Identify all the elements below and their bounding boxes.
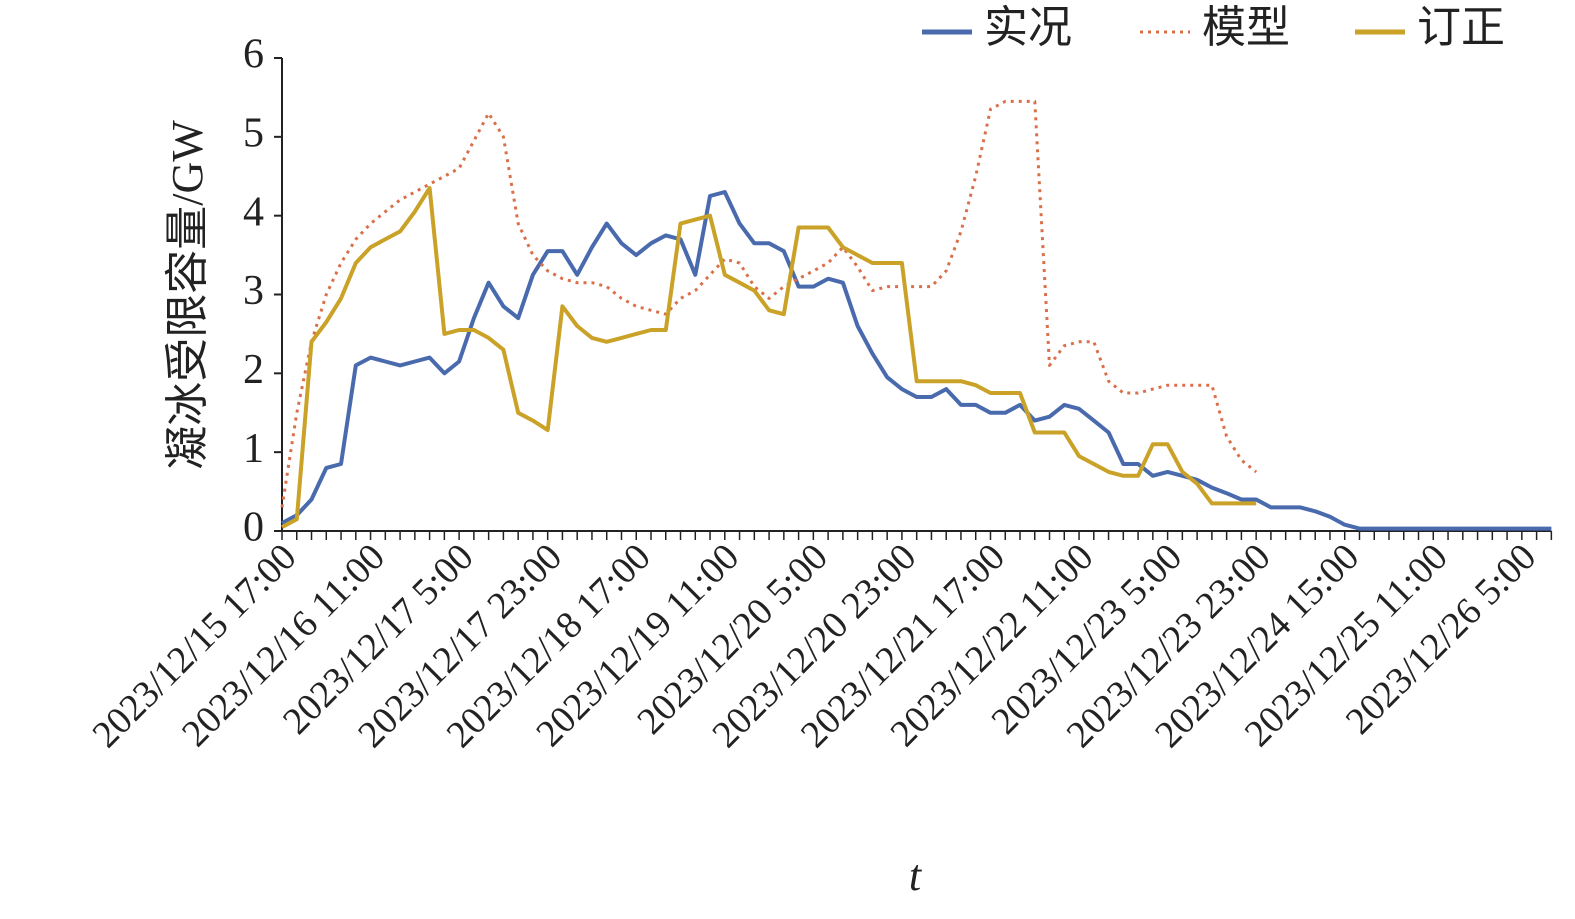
y-tick-label: 0 xyxy=(243,505,264,551)
y-tick-label: 3 xyxy=(243,268,264,314)
y-tick-label: 6 xyxy=(243,32,264,78)
y-tick-label: 4 xyxy=(243,189,264,235)
y-tick-label: 5 xyxy=(243,110,264,156)
legend-label: 模型 xyxy=(1202,3,1290,52)
series-line xyxy=(280,99,1258,508)
y-tick-label: 2 xyxy=(243,347,264,393)
y-tick-label: 1 xyxy=(243,426,264,472)
legend-label: 订正 xyxy=(1417,3,1505,52)
x-axis-label: t xyxy=(909,851,923,900)
series-line xyxy=(281,190,1552,531)
legend-label: 实况 xyxy=(984,3,1072,52)
y-axis-label: 凝冰受限容量/GW xyxy=(163,120,212,470)
series-line xyxy=(281,186,1257,529)
